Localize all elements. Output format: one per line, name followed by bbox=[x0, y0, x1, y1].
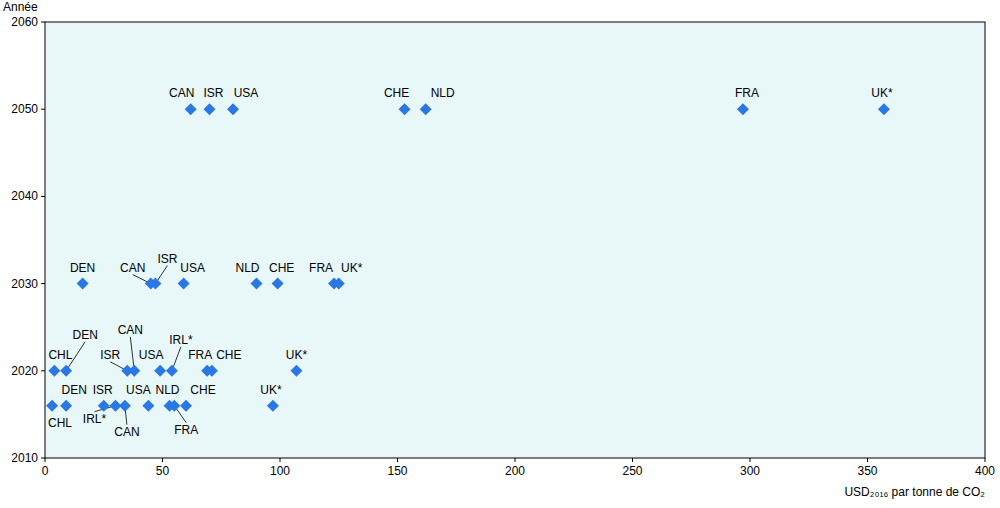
data-point bbox=[333, 278, 345, 290]
point-label: FRA bbox=[188, 348, 212, 362]
y-tick-label: 2050 bbox=[11, 102, 38, 116]
plot-area bbox=[45, 22, 985, 458]
chart: 2010 2020 2030 2040 2050 2060 0 50 100 150 200 250 3… bbox=[0, 0, 1000, 508]
x-tick bbox=[397, 458, 398, 462]
point-label: FRA bbox=[174, 423, 198, 437]
point-label: USA bbox=[234, 86, 259, 100]
points bbox=[46, 103, 890, 411]
y-tick bbox=[41, 370, 45, 371]
point-label: CAN bbox=[169, 86, 194, 100]
y-tick-label: 2040 bbox=[11, 189, 38, 203]
data-point bbox=[60, 365, 72, 377]
point-label: ISR bbox=[157, 252, 177, 266]
point-label: UK* bbox=[341, 261, 363, 275]
data-point bbox=[204, 103, 216, 115]
x-tick-label: 100 bbox=[270, 464, 290, 478]
point-label: DEN bbox=[61, 383, 86, 397]
point-label: USA bbox=[180, 261, 205, 275]
y-tick-label: 2060 bbox=[11, 15, 38, 29]
x-tick-label: 350 bbox=[857, 464, 877, 478]
x-tick-label: 250 bbox=[622, 464, 642, 478]
y-axis-title: Année bbox=[3, 0, 38, 14]
data-point bbox=[48, 365, 60, 377]
x-tick bbox=[162, 458, 163, 462]
x-tick-label: 300 bbox=[740, 464, 760, 478]
data-point bbox=[128, 365, 140, 377]
y-tick bbox=[41, 109, 45, 110]
data-point bbox=[142, 400, 154, 412]
data-point bbox=[420, 103, 432, 115]
data-point bbox=[251, 278, 263, 290]
point-label: FRA bbox=[735, 86, 759, 100]
point-label: ISR bbox=[93, 383, 113, 397]
point-label: NLD bbox=[235, 261, 259, 275]
leader-line bbox=[66, 342, 85, 371]
point-label: USA bbox=[126, 383, 151, 397]
y-tick-label: 2030 bbox=[11, 277, 38, 291]
point-label: DEN bbox=[72, 328, 97, 342]
data-point bbox=[290, 365, 302, 377]
data-point bbox=[185, 103, 197, 115]
point-label: NLD bbox=[431, 86, 455, 100]
x-tick-label: 50 bbox=[156, 464, 170, 478]
y-tick-label: 2020 bbox=[11, 364, 38, 378]
data-point bbox=[272, 278, 284, 290]
point-label: CHE bbox=[190, 383, 215, 397]
x-tick bbox=[280, 458, 281, 462]
point-label: FRA bbox=[309, 261, 333, 275]
point-label: IRL* bbox=[169, 333, 193, 347]
point-label: CAN bbox=[120, 261, 145, 275]
point-label: USA bbox=[139, 348, 164, 362]
x-tick bbox=[632, 458, 633, 462]
x-tick bbox=[985, 458, 986, 462]
x-tick bbox=[750, 458, 751, 462]
point-label: CHE bbox=[216, 348, 241, 362]
point-label: IRL* bbox=[83, 412, 107, 426]
point-label: UK* bbox=[871, 86, 893, 100]
data-point bbox=[878, 103, 890, 115]
point-label: CAN bbox=[114, 425, 139, 439]
x-tick-label: 200 bbox=[505, 464, 525, 478]
point-label: CHL bbox=[48, 348, 72, 362]
data-point bbox=[267, 400, 279, 412]
point-label: ISR bbox=[203, 86, 223, 100]
x-tick bbox=[45, 458, 46, 462]
point-label: UK* bbox=[286, 348, 308, 362]
data-point bbox=[180, 400, 192, 412]
y-tick-label: 2010 bbox=[11, 451, 38, 465]
data-point bbox=[119, 400, 131, 412]
point-label: CHE bbox=[384, 86, 409, 100]
x-tick bbox=[867, 458, 868, 462]
data-point bbox=[46, 400, 58, 412]
point-label: CHE bbox=[269, 261, 294, 275]
y-tick bbox=[41, 196, 45, 197]
point-labels: CANISRUSACHENLDFRAUK*DENCANISRUSANLDCHEF… bbox=[48, 86, 893, 438]
x-tick-label: 150 bbox=[387, 464, 407, 478]
data-point bbox=[149, 278, 161, 290]
point-label: DEN bbox=[70, 261, 95, 275]
x-tick-label: 400 bbox=[975, 464, 995, 478]
data-point bbox=[206, 365, 218, 377]
data-point bbox=[168, 400, 180, 412]
x-tick-label: 0 bbox=[42, 464, 49, 478]
data-point bbox=[154, 365, 166, 377]
y-tick bbox=[41, 283, 45, 284]
data-point bbox=[77, 278, 89, 290]
point-label: NLD bbox=[156, 383, 180, 397]
point-label: CAN bbox=[118, 323, 143, 337]
data-point bbox=[166, 365, 178, 377]
x-axis-title: USD₂₀₁₆ par tonne de CO₂ bbox=[844, 485, 985, 499]
point-label: UK* bbox=[260, 383, 282, 397]
point-label: CHL bbox=[48, 416, 72, 430]
y-tick bbox=[41, 458, 45, 459]
data-point bbox=[98, 400, 110, 412]
data-point bbox=[178, 278, 190, 290]
x-tick bbox=[515, 458, 516, 462]
data-point bbox=[60, 400, 72, 412]
point-label: ISR bbox=[100, 348, 120, 362]
data-point bbox=[227, 103, 239, 115]
y-tick bbox=[41, 22, 45, 23]
data-point bbox=[737, 103, 749, 115]
data-point bbox=[399, 103, 411, 115]
